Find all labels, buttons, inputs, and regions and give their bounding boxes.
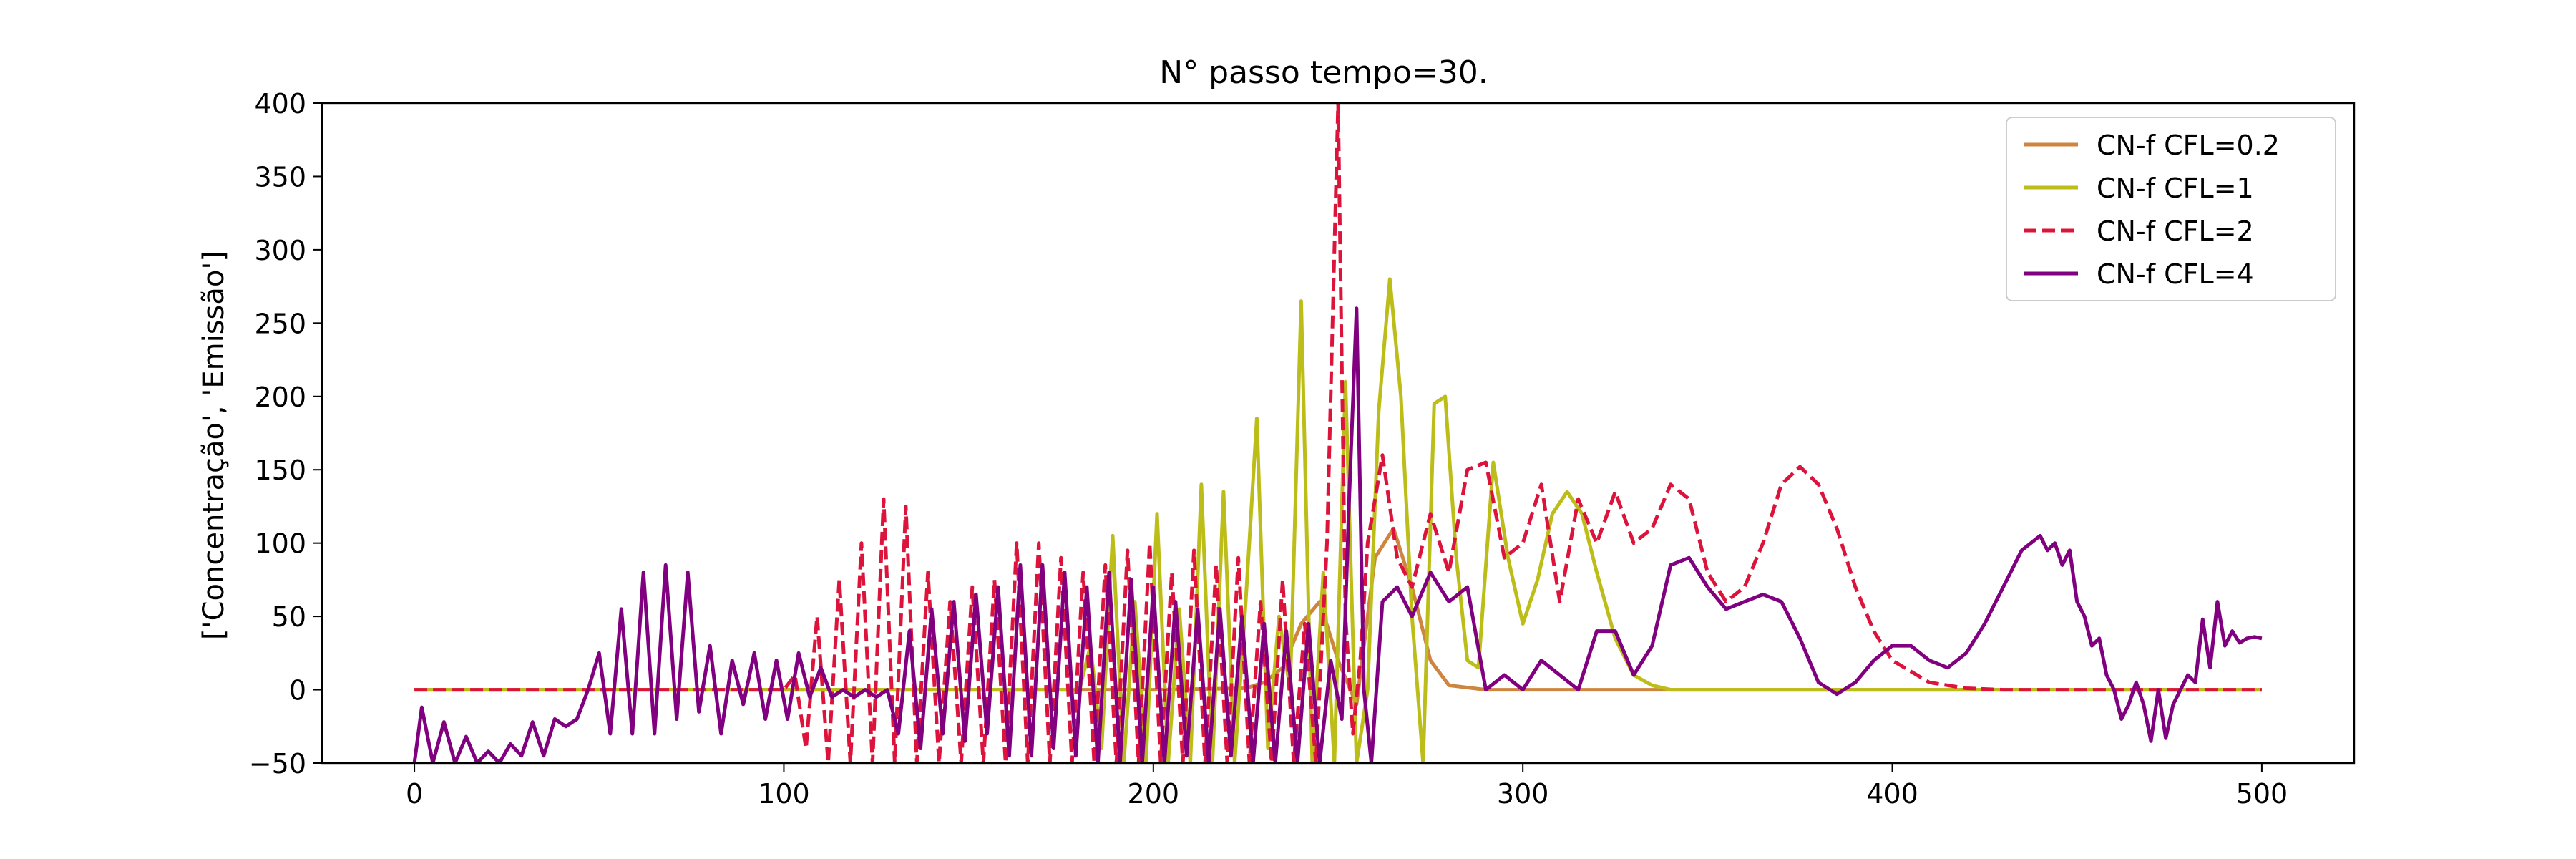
legend: CN-f CFL=0.2 CN-f CFL=1 CN-f CFL=2 CN-f CFL…: [2006, 117, 2336, 301]
y-tick-label: 250: [254, 308, 306, 339]
x-tick-label: 400: [1866, 778, 1918, 810]
x-tick-label: 300: [1497, 778, 1549, 810]
y-tick-label: 150: [254, 455, 306, 486]
x-tick-label: 500: [2236, 778, 2288, 810]
legend-label-cn-f-cfl-4: CN-f CFL=4: [2097, 258, 2254, 290]
legend-label-cn-f-cfl-0-2: CN-f CFL=0.2: [2097, 130, 2280, 161]
x-axis-ticks: 0 100 200 300 400 500: [406, 763, 2288, 810]
y-axis-label: ['Concentração', 'Emissão']: [197, 251, 230, 640]
legend-label-cn-f-cfl-2: CN-f CFL=2: [2097, 215, 2254, 247]
legend-box: [2006, 117, 2336, 301]
x-tick-label: 0: [406, 778, 423, 810]
series-line-cn-f-cfl-2: [414, 103, 2262, 763]
y-tick-label: 350: [254, 161, 306, 193]
y-tick-label: −50: [249, 748, 306, 780]
y-axis-ticks: −50 0 50 100 150 200 250 300 350 400: [249, 88, 322, 780]
x-tick-label: 100: [758, 778, 810, 810]
y-tick-label: 200: [254, 382, 306, 413]
y-tick-label: 400: [254, 88, 306, 120]
y-tick-label: 50: [272, 601, 306, 633]
y-tick-label: 300: [254, 235, 306, 266]
y-tick-label: 0: [289, 675, 306, 707]
series-layer: [412, 103, 2263, 763]
chart-title: N° passo tempo=30.: [1159, 54, 1488, 91]
series-line-cn-f-cfl-4: [412, 306, 2263, 763]
legend-label-cn-f-cfl-1: CN-f CFL=1: [2097, 173, 2254, 204]
x-tick-label: 200: [1128, 778, 1180, 810]
y-tick-label: 100: [254, 528, 306, 560]
plot-area-frame: [321, 102, 2356, 765]
